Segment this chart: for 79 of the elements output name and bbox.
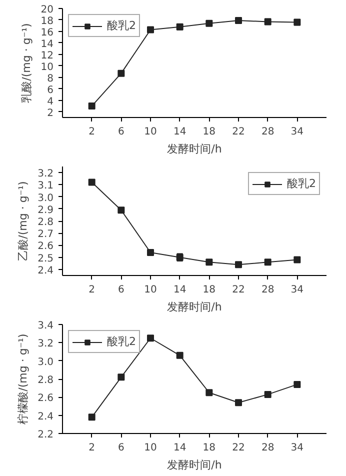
point bbox=[206, 20, 213, 27]
point bbox=[176, 352, 184, 359]
y-tick-label: 3.4 bbox=[38, 320, 54, 332]
y-tick-label: 2.6 bbox=[38, 393, 54, 404]
x-tick-label: 2 bbox=[88, 442, 96, 454]
y-tick-label: 6 bbox=[47, 84, 54, 96]
point bbox=[118, 70, 125, 77]
x-tick-label: 14 bbox=[173, 126, 186, 138]
x-tick-label: 22 bbox=[232, 442, 245, 454]
point bbox=[147, 334, 154, 342]
x-tick-label: 2 bbox=[88, 284, 96, 296]
y-tick-label: 2.9 bbox=[38, 204, 54, 216]
point bbox=[294, 380, 301, 388]
y-tick-label: 2.8 bbox=[38, 217, 54, 228]
y-tick-label: 16 bbox=[40, 27, 54, 38]
point bbox=[88, 414, 96, 421]
legend-label: 酸乳2 bbox=[107, 334, 136, 349]
x-tick-label: 10 bbox=[144, 284, 157, 296]
y-tick-label: 3.1 bbox=[38, 180, 54, 192]
y-tick-label: 2.4 bbox=[38, 265, 54, 276]
y-tick-label: 14 bbox=[40, 38, 54, 50]
point bbox=[235, 261, 242, 268]
x-tick-label: 34 bbox=[290, 126, 304, 138]
y-tick-label: 2.4 bbox=[38, 411, 54, 422]
y-tick-label: 2.2 bbox=[38, 430, 54, 440]
y-tick-label: 18 bbox=[40, 16, 54, 27]
point bbox=[118, 374, 125, 381]
x-tick-label: 18 bbox=[202, 284, 216, 296]
y-tick-label: 3.2 bbox=[38, 168, 54, 180]
x-tick-label: 6 bbox=[118, 126, 124, 138]
x-tick-label: 6 bbox=[118, 442, 124, 454]
point bbox=[235, 17, 242, 24]
point bbox=[264, 390, 272, 398]
x-tick-label: 14 bbox=[173, 284, 186, 296]
x-tick-label: 28 bbox=[261, 284, 274, 296]
x-tick-label: 28 bbox=[261, 126, 274, 138]
x-tick-label: 22 bbox=[232, 284, 245, 296]
x-tick-label: 22 bbox=[232, 126, 245, 138]
y-tick-label: 4 bbox=[47, 96, 54, 108]
y-tick-label: 2.8 bbox=[38, 375, 54, 386]
legend-label: 酸乳2 bbox=[107, 18, 136, 33]
x-axis-title: 发酵时间/h bbox=[167, 458, 222, 472]
y-tick-label: 2 bbox=[47, 108, 54, 119]
y-tick-label: 2.7 bbox=[38, 229, 54, 240]
x-tick-label: 6 bbox=[118, 284, 124, 296]
x-tick-label: 18 bbox=[202, 442, 216, 454]
x-tick-label: 2 bbox=[88, 126, 96, 138]
point bbox=[264, 258, 272, 266]
y-tick-label: 3.2 bbox=[38, 338, 54, 350]
point bbox=[294, 256, 301, 264]
point bbox=[147, 26, 154, 34]
y-tick-label: 10 bbox=[40, 62, 54, 73]
y-tick-label: 3.0 bbox=[38, 192, 54, 204]
point bbox=[88, 178, 96, 186]
x-tick-label: 34 bbox=[290, 442, 304, 454]
y-axis-title: 乳酸/(mg · g⁻¹) bbox=[20, 23, 33, 103]
x-tick-label: 10 bbox=[144, 442, 157, 454]
x-tick-label: 14 bbox=[173, 442, 186, 454]
point bbox=[118, 206, 125, 214]
x-tick-label: 34 bbox=[290, 284, 304, 296]
y-tick-label: 20 bbox=[40, 4, 54, 16]
x-axis-title: 发酵时间/h bbox=[167, 300, 222, 314]
y-tick-label: 2.6 bbox=[38, 241, 54, 252]
x-axis-title: 发酵时间/h bbox=[167, 142, 222, 156]
x-tick-label: 18 bbox=[202, 126, 216, 138]
y-axis-title: 柠檬酸/(mg · g⁻¹) bbox=[16, 334, 30, 424]
point bbox=[147, 248, 154, 256]
y-tick-label: 12 bbox=[40, 50, 54, 62]
y-axis-title: 乙酸/(mg · g⁻¹) bbox=[16, 181, 30, 261]
point bbox=[235, 399, 242, 406]
y-tick-label: 2.5 bbox=[38, 253, 54, 264]
point bbox=[206, 258, 213, 266]
legend-label: 酸乳2 bbox=[287, 176, 316, 191]
x-tick-label: 28 bbox=[261, 442, 274, 454]
point bbox=[206, 389, 213, 396]
x-tick-label: 10 bbox=[144, 126, 157, 138]
y-tick-label: 8 bbox=[47, 73, 54, 84]
y-tick-label: 3.0 bbox=[38, 356, 54, 368]
point bbox=[88, 102, 96, 110]
